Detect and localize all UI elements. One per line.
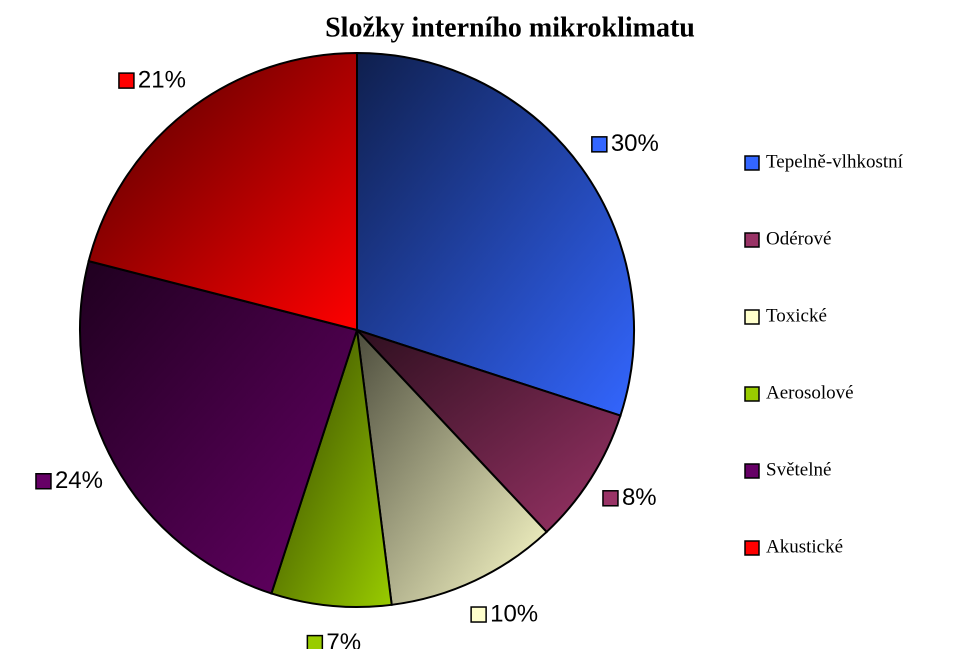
data-label: 21% [138,66,186,93]
legend-label: Tepelně-vlhkostní [766,151,904,172]
legend-swatch [744,155,760,171]
pie-slice [270,329,393,608]
data-label: 7% [326,629,361,649]
label-swatch [306,634,324,649]
legend-label: Světelné [766,459,831,480]
legend-swatch [744,463,760,479]
legend-swatch [744,540,760,556]
pie-slice [356,329,622,534]
legend-swatch [744,232,760,248]
label-swatch [602,490,619,507]
legend-label: Akustické [766,536,843,557]
pie-slice [355,327,549,606]
legend-label: Toxické [766,305,827,326]
pie-slice [79,259,359,595]
chart-title: Složky interního mikroklimatu [325,12,695,43]
label-swatch [118,72,135,89]
legend-label: Aerosolové [766,382,854,403]
pie-slice [87,51,358,332]
legend-swatch [744,309,760,325]
label-swatch [470,606,487,623]
legend-swatch [744,386,760,402]
data-label: 30% [611,130,659,157]
pie-slice [356,51,635,417]
label-swatch [591,136,608,153]
data-label: 10% [490,600,538,627]
data-label: 8% [622,484,657,511]
legend-label: Odérové [766,228,831,249]
data-label: 24% [55,467,103,494]
label-swatch [35,473,52,490]
